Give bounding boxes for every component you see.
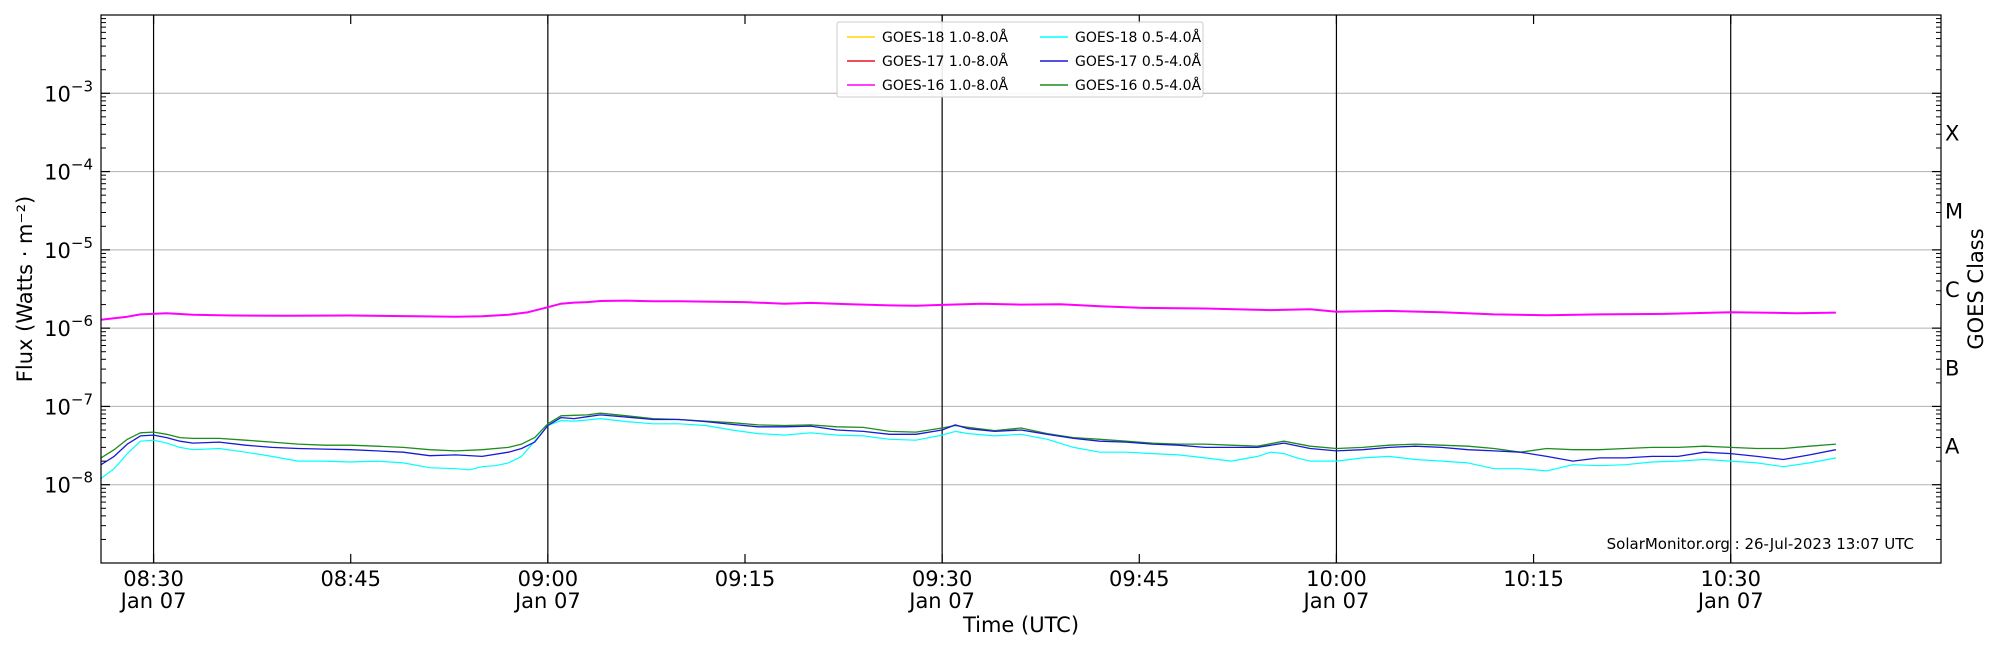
goes-class-A: A bbox=[1945, 435, 1960, 459]
series-line-5 bbox=[100, 412, 1836, 459]
y-tick-label-4: 10−4 bbox=[44, 156, 93, 185]
legend-label-3: GOES-18 0.5-4.0Å bbox=[1075, 29, 1201, 46]
data-series bbox=[100, 299, 1837, 479]
x-tick-label-3: 09:15 bbox=[715, 567, 776, 591]
x-tick-date-4: Jan 07 bbox=[907, 589, 975, 613]
x-tick-label-0: 08:30 bbox=[123, 567, 184, 591]
x-tick-label-5: 09:45 bbox=[1109, 567, 1170, 591]
legend-label-0: GOES-18 1.0-8.0Å bbox=[882, 29, 1008, 46]
x-tick-label-1: 08:45 bbox=[320, 567, 381, 591]
legend-label-2: GOES-16 1.0-8.0Å bbox=[882, 77, 1008, 94]
x-axis-label: Time (UTC) bbox=[962, 613, 1079, 637]
y-axis-label: Flux (Watts · m⁻²) bbox=[13, 196, 37, 382]
legend-label-1: GOES-17 1.0-8.0Å bbox=[882, 53, 1008, 70]
axis-ticks bbox=[101, 15, 1941, 563]
goes-class-X: X bbox=[1945, 121, 1959, 145]
y-tick-label-0: 10−8 bbox=[44, 469, 93, 498]
watermark: SolarMonitor.org : 26-Jul-2023 13:07 UTC bbox=[1607, 535, 1914, 553]
goes-class-B: B bbox=[1945, 356, 1959, 380]
series-line-3 bbox=[100, 418, 1837, 479]
goes-class-C: C bbox=[1945, 278, 1960, 302]
x-tick-label-4: 09:30 bbox=[912, 567, 973, 591]
legend-label-5: GOES-16 0.5-4.0Å bbox=[1075, 77, 1201, 94]
legend-box bbox=[836, 21, 1204, 98]
x-tick-date-0: Jan 07 bbox=[119, 589, 187, 613]
goes-class-M: M bbox=[1945, 200, 1963, 224]
legend: GOES-18 1.0-8.0Å GOES-17 1.0-8.0Å GOES-16 … bbox=[836, 21, 1204, 98]
plot-frame bbox=[100, 14, 1942, 564]
x-tick-date-8: Jan 07 bbox=[1696, 589, 1764, 613]
series-line-4 bbox=[100, 414, 1837, 466]
legend-label-4: GOES-17 0.5-4.0Å bbox=[1075, 53, 1201, 70]
series-line-2 bbox=[100, 299, 1836, 321]
x-tick-date-6: Jan 07 bbox=[1302, 589, 1370, 613]
x-tick-label-8: 10:30 bbox=[1700, 567, 1761, 591]
x-tick-label-2: 09:00 bbox=[518, 567, 579, 591]
x-tick-date-2: Jan 07 bbox=[513, 589, 581, 613]
x-tick-label-6: 10:00 bbox=[1306, 567, 1367, 591]
x-tick-label-7: 10:15 bbox=[1503, 567, 1564, 591]
y-axis-right-label: GOES Class bbox=[1964, 228, 1988, 349]
goes-class-labels: A B C M X bbox=[1945, 121, 1963, 458]
day-marker-lines bbox=[152, 15, 1732, 563]
